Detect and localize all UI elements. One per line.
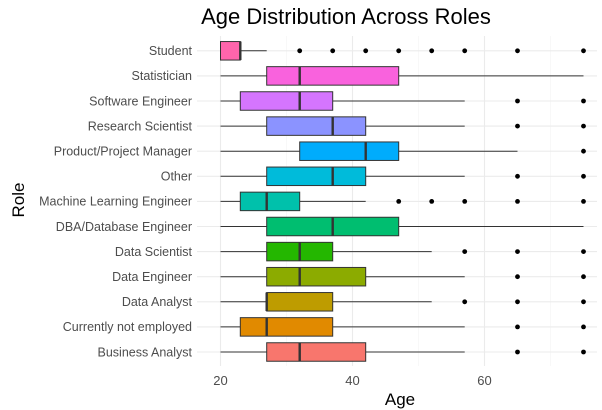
y-tick-label: Data Engineer (112, 270, 192, 284)
outlier-point (462, 249, 468, 255)
x-tick-labels: 20 40 60 (213, 373, 491, 388)
y-tick-label: Student (149, 44, 193, 58)
outlier-point (429, 48, 435, 54)
outlier-point (515, 299, 520, 305)
outlier-point (581, 299, 586, 305)
x-axis-title: Age (385, 390, 415, 409)
outlier-point (515, 249, 520, 255)
outlier-point (515, 199, 520, 204)
box-iqr (266, 116, 367, 136)
box-data-engineer (220, 266, 586, 287)
outlier-point (297, 48, 303, 54)
outlier-point (363, 48, 369, 54)
box-iqr (266, 266, 367, 287)
y-axis-title: Role (9, 183, 28, 218)
box-software-engineer (220, 91, 586, 111)
outlier-point (581, 148, 586, 154)
outlier-point (515, 324, 520, 330)
y-tick-label: Currently not employed (63, 320, 192, 334)
y-tick-label: Business Analyst (98, 345, 193, 359)
outlier-point (515, 48, 520, 54)
outlier-point (581, 123, 586, 129)
outlier-point (581, 98, 586, 104)
outlier-point (581, 324, 586, 330)
box-statistician (220, 66, 584, 86)
box-iqr (239, 317, 334, 337)
y-tick-label: DBA/Database Engineer (56, 220, 192, 234)
box-currently-not-employed (220, 317, 586, 337)
outlier-point (396, 48, 402, 54)
x-tick-label: 20 (213, 373, 227, 388)
outlier-point (515, 173, 520, 179)
box-student (220, 41, 586, 61)
box-product-project-manager (220, 141, 586, 161)
box-iqr (266, 166, 367, 187)
y-tick-label: Statistician (132, 69, 192, 83)
box-research-scientist (220, 116, 586, 136)
box-iqr (266, 342, 367, 362)
outlier-point (462, 48, 468, 54)
box-data-analyst (220, 292, 586, 312)
outlier-point (581, 249, 586, 255)
outlier-point (330, 48, 336, 54)
box-iqr (239, 91, 334, 111)
box-dba-database-engineer (220, 216, 584, 237)
box-iqr (299, 141, 400, 161)
box-iqr (220, 41, 241, 61)
y-tick-label: Other (161, 170, 192, 184)
box-business-analyst (220, 342, 586, 362)
y-tick-label: Research Scientist (88, 119, 193, 133)
outlier-point (581, 173, 586, 179)
box-other (220, 166, 586, 187)
outlier-point (396, 199, 402, 204)
outlier-point (429, 199, 435, 204)
outlier-point (515, 349, 520, 355)
outlier-point (462, 299, 468, 305)
chart-title: Age Distribution Across Roles (201, 4, 491, 29)
outlier-point (515, 274, 520, 280)
outlier-point (515, 98, 520, 104)
y-tick-label: Software Engineer (89, 94, 192, 108)
outlier-point (581, 274, 586, 280)
x-tick-label: 60 (477, 373, 491, 388)
box-iqr (239, 191, 301, 212)
box-data-scientist (220, 241, 586, 262)
y-tick-label: Product/Project Manager (54, 145, 192, 159)
box-machine-learning-engineer (220, 191, 586, 212)
outlier-point (581, 349, 586, 355)
y-tick-label: Data Scientist (115, 245, 193, 259)
outlier-point (462, 199, 468, 204)
outlier-point (581, 48, 586, 54)
outlier-point (515, 123, 520, 129)
box-iqr (266, 66, 400, 86)
y-tick-label: Data Analyst (122, 295, 193, 309)
box-iqr (266, 292, 334, 312)
y-tick-label: Machine Learning Engineer (39, 195, 192, 209)
y-tick-labels: Business Analyst Currently not employed Da… (39, 44, 192, 359)
x-tick-label: 40 (345, 373, 359, 388)
boxes (220, 41, 586, 362)
outlier-point (581, 199, 586, 204)
